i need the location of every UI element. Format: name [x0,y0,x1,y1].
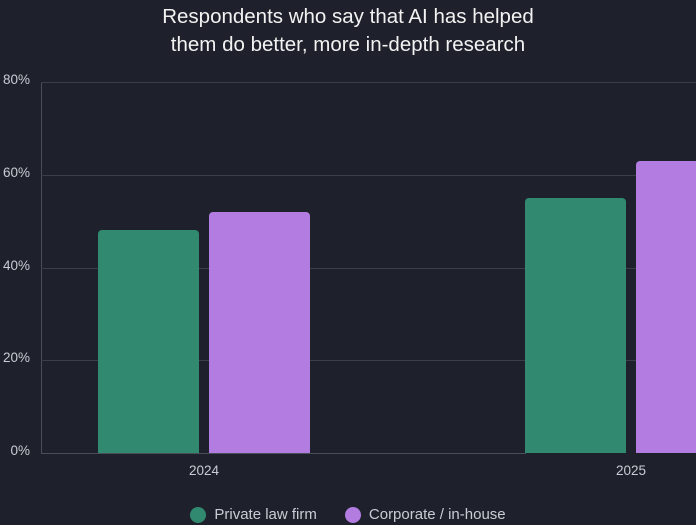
y-tick-label: 60% [2,164,30,180]
x-axis-line [41,453,526,454]
bar-2025-private[interactable] [525,197,626,453]
y-tick-label: 0% [10,443,30,458]
legend-item-private[interactable]: Private law firm [190,506,317,523]
gridline [41,174,696,176]
legend-dot-icon [190,506,207,523]
chart-title-line-2: them do better, more in-depth research [170,33,526,56]
legend-label: Corporate / in-house [368,506,506,523]
legend-label: Private law firm [214,506,317,523]
legend-dot-icon [344,506,361,523]
legend-item-corporate[interactable]: Corporate / in-house [344,506,506,523]
legend: Private law firm Corporate / in-house [0,506,696,523]
x-tick-label: 2024 [188,463,220,478]
bar-2024-private[interactable] [98,230,199,453]
gridline [41,360,696,362]
y-tick-label: 20% [2,350,30,366]
y-tick-label: 80% [2,72,30,87]
plot-area [41,82,696,454]
x-tick-label: 2025 [615,463,647,478]
y-tick-label: 40% [2,257,30,273]
chart-title: Respondents who say that AI has helped t… [0,3,696,59]
bar-2024-corporate[interactable] [209,211,310,453]
gridline [41,267,696,269]
bar-2025-corporate[interactable] [636,160,696,453]
gridline [41,82,696,83]
chart-title-line-1: Respondents who say that AI has helped [162,5,534,28]
